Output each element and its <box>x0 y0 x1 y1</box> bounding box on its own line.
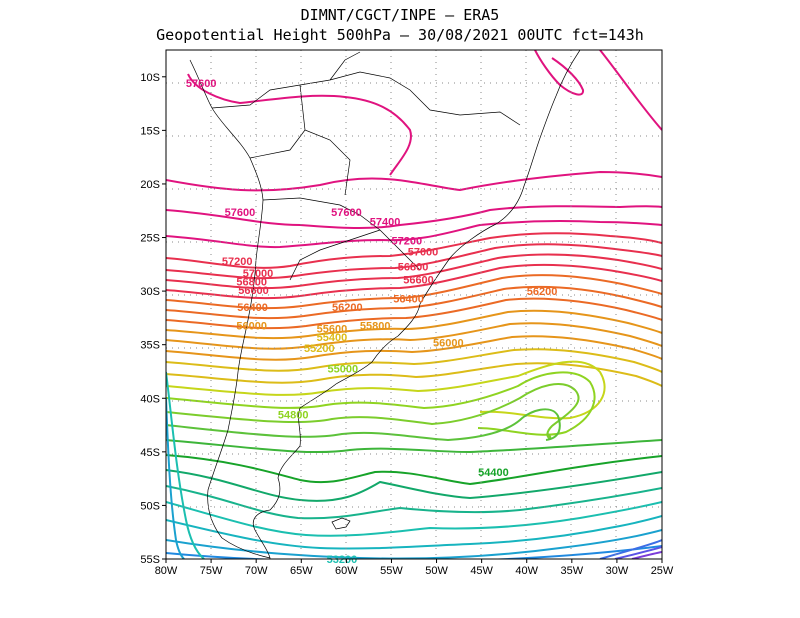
contour-line <box>614 546 662 559</box>
contour-label: 55600 <box>317 324 348 336</box>
contour-line <box>166 335 662 361</box>
contour-label: 55200 <box>304 343 335 355</box>
contour-line <box>166 232 662 269</box>
contour-line <box>166 529 662 559</box>
contour-label: 57000 <box>243 268 274 280</box>
lon-tick-label: 60W <box>335 565 358 577</box>
contour-label: 57000 <box>408 247 439 259</box>
lat-tick-label: 10S <box>140 72 160 84</box>
lon-tick-label: 25W <box>651 565 674 577</box>
contour-label: 54800 <box>278 409 309 421</box>
contour-label: 57600 <box>186 78 217 90</box>
contour-line <box>166 371 205 559</box>
lat-tick-label: 20S <box>140 179 160 191</box>
falkland-islands <box>331 517 351 530</box>
contour-line <box>599 539 662 559</box>
contour-line <box>166 515 662 550</box>
contour-label: 57200 <box>222 256 253 268</box>
contour-label: 54400 <box>478 467 509 479</box>
contour-line <box>166 297 662 330</box>
lon-tick-label: 30W <box>606 565 629 577</box>
lat-tick-label: 15S <box>140 125 160 137</box>
lat-tick-label: 55S <box>140 554 160 566</box>
lat-tick-label: 35S <box>140 340 160 352</box>
lon-tick-label: 35W <box>561 565 584 577</box>
contour-line <box>166 274 662 310</box>
lon-tick-label: 70W <box>245 565 268 577</box>
lat-tick-label: 45S <box>140 447 160 459</box>
contour-label: 53200 <box>327 554 358 566</box>
contour-label: 56200 <box>527 286 558 298</box>
map-title-line-1: DIMNT/CGCT/INPE – ERA5 <box>300 6 500 24</box>
contour-line <box>166 397 185 559</box>
lon-tick-label: 45W <box>470 565 493 577</box>
contour-line <box>166 309 662 340</box>
contour-label: 55000 <box>328 363 359 375</box>
lat-tick-label: 40S <box>140 393 160 405</box>
contour-label: 55400 <box>317 332 348 344</box>
contour-line <box>166 243 662 280</box>
lon-tick-label: 55W <box>380 565 403 577</box>
lon-tick-label: 65W <box>290 565 313 577</box>
contour-line <box>166 545 662 559</box>
lat-tick-label: 25S <box>140 233 160 245</box>
map-frame <box>165 49 663 560</box>
contour-line <box>187 73 412 176</box>
contour-line <box>631 551 662 559</box>
contour-label: 56200 <box>332 302 363 314</box>
contour-line <box>166 348 662 373</box>
contour-line <box>166 205 662 230</box>
lat-tick-label: 30S <box>140 286 160 298</box>
contour-line <box>166 485 662 520</box>
contour-line <box>166 285 662 320</box>
contour-line <box>166 454 662 486</box>
contour-label: 56800 <box>236 277 267 289</box>
contour-line <box>599 50 662 131</box>
contour-line <box>166 170 662 192</box>
contour-label: 56000 <box>236 320 267 332</box>
contour-line <box>166 360 606 420</box>
south-america-coastline <box>189 50 581 559</box>
contour-label: 57600 <box>331 207 362 219</box>
country-borders <box>211 51 521 281</box>
contour-label: 57200 <box>392 236 423 248</box>
contour-label: 55800 <box>360 320 391 332</box>
lon-tick-label: 50W <box>425 565 448 577</box>
contour-line <box>166 322 662 350</box>
contour-label: 57400 <box>370 217 401 229</box>
lon-tick-label: 40W <box>515 565 538 577</box>
contour-line <box>166 253 662 290</box>
contour-label: 57600 <box>225 207 256 219</box>
contour-lines <box>166 50 662 559</box>
contour-line <box>166 371 596 436</box>
contour-label: 56800 <box>398 262 429 274</box>
contour-label: 56000 <box>433 338 464 350</box>
contour-line <box>166 362 662 387</box>
contour-label: 56400 <box>237 302 268 314</box>
lon-tick-label: 80W <box>155 565 178 577</box>
lat-lon-grid <box>166 50 662 559</box>
lat-tick-label: 50S <box>140 500 160 512</box>
contour-line <box>166 263 662 300</box>
contour-label: 56600 <box>238 285 269 297</box>
contour-label: 56400 <box>393 294 424 306</box>
contour-line <box>166 439 662 454</box>
coastlines <box>189 50 581 559</box>
contour-line <box>166 408 561 442</box>
contour-line <box>166 469 662 502</box>
contour-line <box>166 383 580 440</box>
contour-line <box>166 220 662 249</box>
contour-line <box>166 501 662 537</box>
axis-ticks: 80W 75W 70W 65W 60W 55W 50W 45W 40W 35W 30W 25W 10S 1… <box>140 72 674 577</box>
lon-tick-label: 75W <box>200 565 223 577</box>
contour-line <box>534 50 584 96</box>
map-title-line-2: Geopotential Height 500hPa – 30/08/2021 … <box>156 26 644 44</box>
contour-label: 56600 <box>403 274 434 286</box>
